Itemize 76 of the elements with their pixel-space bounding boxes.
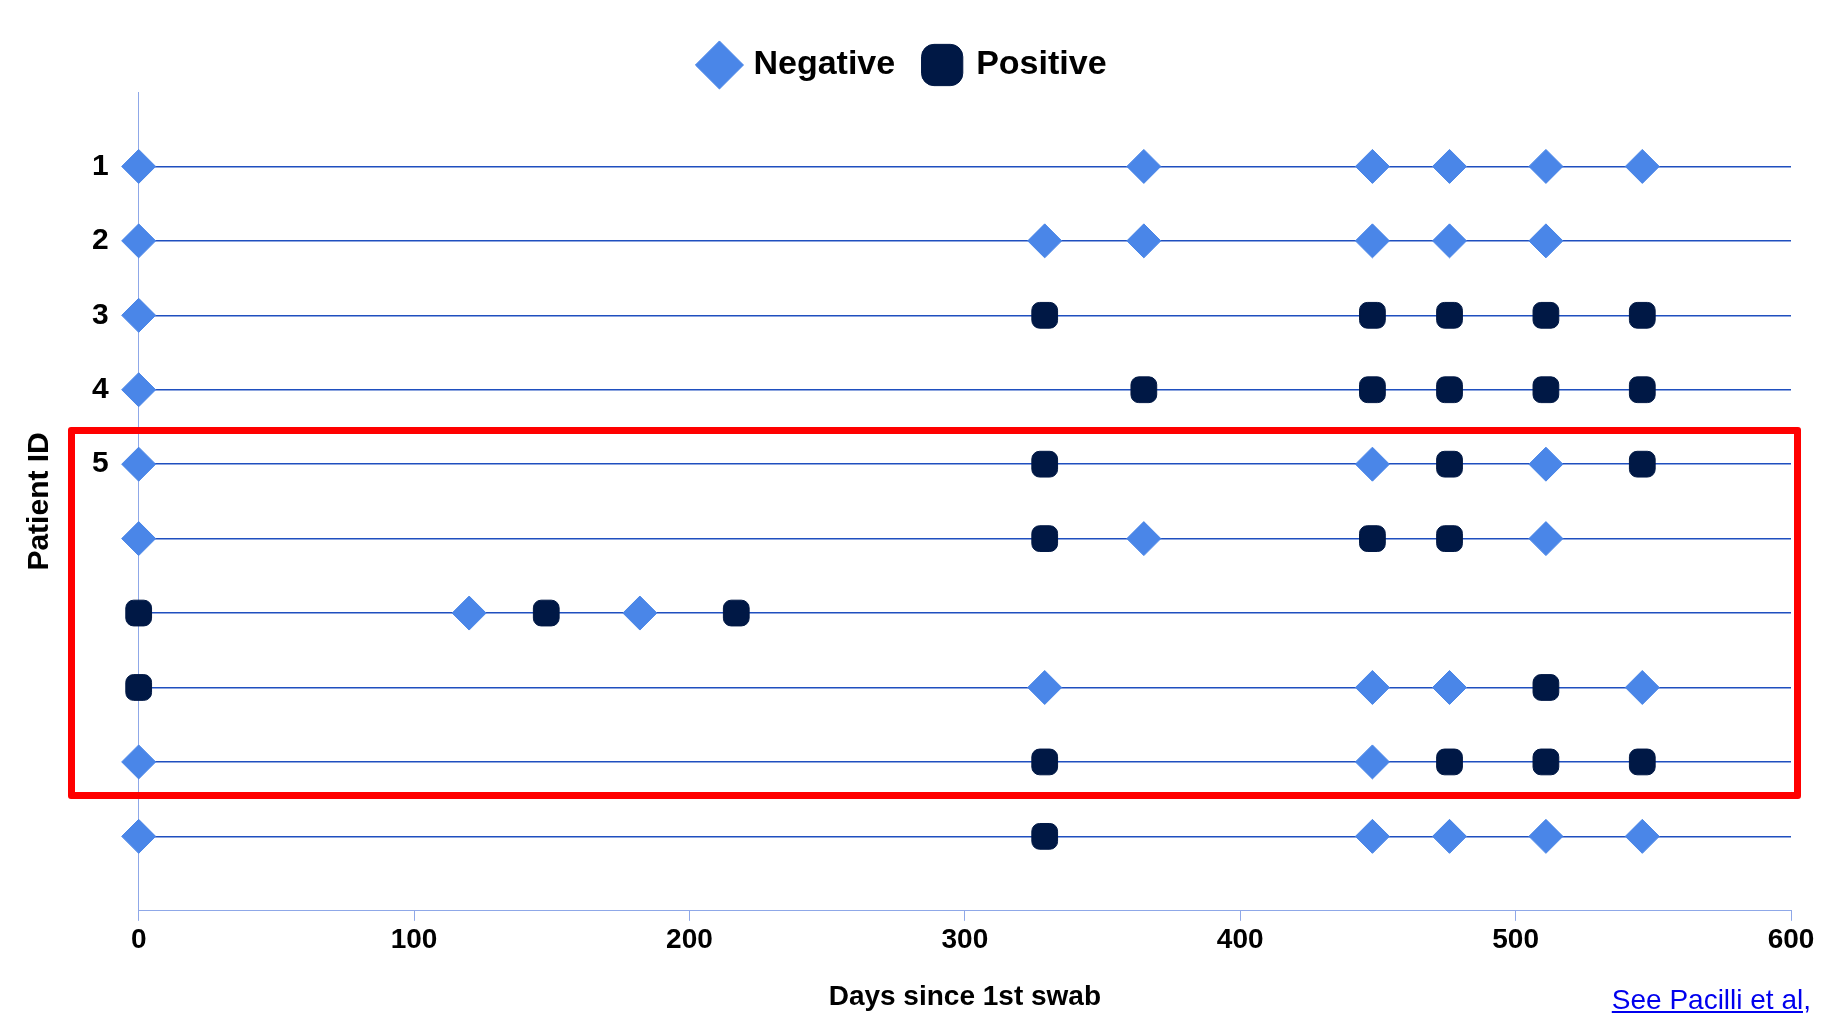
point bbox=[1432, 818, 1468, 854]
x-tick-label: 400 bbox=[1216, 923, 1264, 955]
point bbox=[1624, 148, 1660, 184]
legend-label: Negative bbox=[753, 43, 896, 82]
point bbox=[121, 372, 157, 408]
point bbox=[1354, 818, 1390, 854]
x-tick-label: 600 bbox=[1767, 923, 1815, 955]
point bbox=[1130, 376, 1158, 404]
point bbox=[1436, 301, 1463, 329]
point bbox=[1532, 376, 1560, 404]
x-axis-title: Days since 1st swab bbox=[828, 979, 1102, 1011]
point bbox=[1354, 223, 1390, 259]
point bbox=[1027, 223, 1063, 259]
point bbox=[1532, 748, 1560, 776]
y-axis-title: Patient ID bbox=[21, 432, 55, 571]
point bbox=[121, 297, 157, 333]
y-tick-label: 5 bbox=[92, 445, 109, 479]
point bbox=[1126, 148, 1162, 184]
point bbox=[121, 148, 157, 184]
point bbox=[1628, 748, 1656, 776]
point bbox=[121, 223, 157, 259]
point bbox=[1624, 669, 1660, 705]
point bbox=[1354, 148, 1390, 184]
point bbox=[1436, 450, 1463, 478]
point bbox=[121, 446, 157, 482]
point bbox=[1528, 148, 1564, 184]
point bbox=[125, 674, 153, 701]
point bbox=[622, 595, 658, 631]
point bbox=[451, 595, 487, 631]
y-tick-label: 3 bbox=[92, 296, 109, 330]
x-tick-label: 300 bbox=[941, 923, 989, 955]
x-tick-label: 100 bbox=[390, 923, 438, 955]
y-tick-label: 4 bbox=[92, 371, 109, 405]
text: See Pacilli et al, bbox=[1611, 984, 1811, 1016]
y-tick-label: 1 bbox=[92, 147, 109, 181]
point bbox=[722, 599, 750, 627]
point bbox=[121, 521, 157, 557]
point bbox=[1432, 223, 1468, 259]
point bbox=[1031, 525, 1059, 552]
point bbox=[1532, 301, 1560, 329]
x-tick-label: 500 bbox=[1492, 923, 1539, 955]
point bbox=[1528, 818, 1564, 854]
point bbox=[1126, 223, 1162, 259]
point bbox=[121, 744, 157, 780]
x-tick-label: 200 bbox=[666, 923, 713, 955]
point bbox=[1432, 669, 1468, 705]
point bbox=[1528, 223, 1564, 259]
x-tick-label: 0 bbox=[130, 923, 147, 955]
point bbox=[1031, 450, 1059, 478]
point bbox=[1354, 669, 1390, 705]
point bbox=[1354, 446, 1390, 482]
y-tick-label: 2 bbox=[92, 222, 109, 256]
point bbox=[1359, 376, 1386, 404]
point bbox=[1031, 301, 1059, 329]
point bbox=[1528, 521, 1564, 557]
legend-label: Positive bbox=[976, 43, 1107, 82]
point bbox=[121, 818, 157, 854]
point bbox=[1027, 669, 1063, 705]
point bbox=[1354, 744, 1390, 780]
point bbox=[1628, 301, 1656, 329]
point bbox=[1359, 301, 1386, 329]
point bbox=[1436, 376, 1463, 404]
point bbox=[1528, 446, 1564, 482]
point bbox=[1126, 521, 1162, 557]
point bbox=[1624, 818, 1660, 854]
point bbox=[532, 599, 560, 627]
point bbox=[1532, 674, 1560, 701]
point bbox=[1436, 748, 1463, 776]
point bbox=[1359, 525, 1386, 552]
point bbox=[1628, 450, 1656, 478]
point bbox=[1031, 748, 1059, 776]
point bbox=[1031, 822, 1059, 850]
point bbox=[1436, 525, 1463, 552]
point bbox=[1432, 148, 1468, 184]
point bbox=[1628, 376, 1656, 404]
point bbox=[125, 599, 153, 627]
